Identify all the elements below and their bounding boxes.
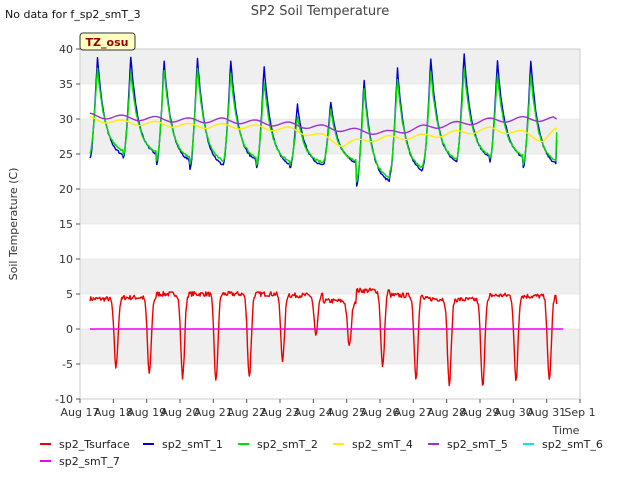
legend: sp2_Tsurface sp2_smT_1 sp2_smT_2 sp2_smT_4 s… [40,438,603,468]
x-tick-label: Aug 18 [94,406,133,419]
legend-label-sp2_smT_2: sp2_smT_2 [257,438,318,451]
y-axis-ticks: -10 -5 0 5 10 15 20 25 30 35 40 [55,43,80,406]
y-tick-label: 5 [66,288,73,301]
series-line-sp2_smT_4 [89,115,558,148]
x-tick-label: Aug 27 [394,406,433,419]
x-axis-label: Time [552,424,580,437]
y-tick-label: 10 [59,253,73,266]
legend-label-sp2_smT_1: sp2_smT_1 [162,438,223,451]
grid-band [80,189,580,224]
y-tick-label: 0 [66,323,73,336]
y-tick-label: 20 [59,183,73,196]
tz-badge: TZ_osu [79,32,136,51]
legend-label-sp2_smT_4: sp2_smT_4 [352,438,413,451]
x-tick-label: Aug 22 [227,406,266,419]
series-layer [89,53,564,387]
y-tick-label: 40 [59,43,73,56]
legend-label-sp2_smT_7: sp2_smT_7 [59,455,120,468]
grid-band [80,364,580,399]
x-tick-label: Aug 28 [427,406,466,419]
grid-band [80,329,580,364]
x-tick-label: Aug 26 [361,406,400,419]
no-data-note: No data for f_sp2_smT_3 [5,8,141,21]
y-tick-label: -10 [55,393,73,406]
legend-label-sp2_smT_5: sp2_smT_5 [447,438,508,451]
legend-label-sp2_Tsurface: sp2_Tsurface [59,438,130,451]
y-tick-label: -5 [62,358,73,371]
tz-badge-label: TZ_osu [86,36,129,49]
x-tick-label: Aug 29 [461,406,500,419]
x-tick-label: Aug 23 [261,406,300,419]
x-tick-label: Sep 1 [564,406,595,419]
grid-band [80,49,580,84]
x-tick-label: Aug 31 [527,406,566,419]
series-line-sp2_smT_5 [89,112,558,135]
legend-label-sp2_smT_6: sp2_smT_6 [542,438,603,451]
chart-title: SP2 Soil Temperature [250,4,390,19]
x-tick-label: Aug 30 [494,406,533,419]
y-tick-label: 25 [59,148,73,161]
x-tick-label: Aug 21 [194,406,233,419]
x-tick-label: Aug 24 [294,406,333,419]
grid-band [80,224,580,259]
grid-bands [80,49,580,400]
x-tick-label: Aug 25 [327,406,366,419]
x-tick-label: Aug 17 [61,406,100,419]
y-axis-label: Soil Temperature (C) [7,168,20,281]
series-line-sp2_Tsurface [89,287,558,387]
series-line-sp2_smT_2 [89,67,558,183]
y-tick-label: 35 [59,78,73,91]
x-tick-label: Aug 20 [161,406,200,419]
x-tick-label: Aug 19 [127,406,166,419]
y-tick-label: 30 [59,113,73,126]
grid-band [80,294,580,329]
grid-band [80,259,580,294]
grid-band [80,154,580,189]
y-tick-label: 15 [59,218,73,231]
